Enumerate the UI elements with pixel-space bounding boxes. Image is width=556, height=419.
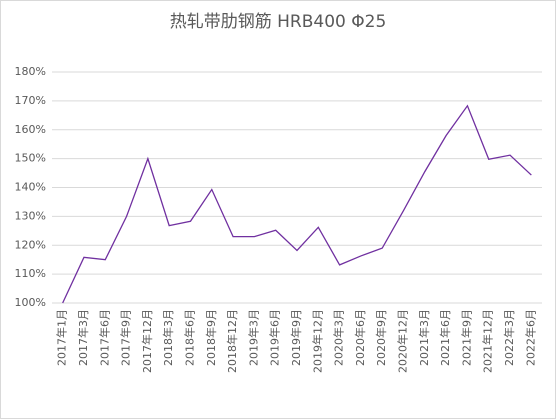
data-line bbox=[62, 104, 532, 304]
y-tick-label: 180% bbox=[15, 65, 46, 78]
x-tick-label: 2021年9月 bbox=[459, 309, 473, 366]
x-tick-label: 2017年1月 bbox=[55, 309, 69, 366]
y-tick-label: 120% bbox=[15, 238, 46, 251]
y-tick-label: 100% bbox=[15, 296, 46, 309]
x-tick-label: 2022年3月 bbox=[502, 309, 516, 366]
x-tick-label: 2020年12月 bbox=[396, 309, 410, 373]
x-tick-label: 2020年3月 bbox=[332, 309, 346, 366]
x-tick-label: 2019年3月 bbox=[246, 309, 260, 366]
x-tick-label: 2021年12月 bbox=[481, 309, 495, 373]
y-tick-label: 140% bbox=[15, 181, 46, 194]
x-tick-label: 2020年9月 bbox=[374, 309, 388, 366]
x-tick-label: 2017年6月 bbox=[97, 309, 111, 366]
x-tick-label: 2018年6月 bbox=[182, 309, 196, 366]
y-tick-label: 130% bbox=[15, 209, 46, 222]
x-tick-label: 2022年6月 bbox=[523, 309, 537, 366]
x-tick-label: 2017年9月 bbox=[119, 309, 133, 366]
x-tick-label: 2020年6月 bbox=[353, 309, 367, 366]
x-tick-label: 2021年3月 bbox=[417, 309, 431, 366]
x-tick-label: 2017年12月 bbox=[140, 309, 154, 373]
y-tick-label: 170% bbox=[15, 94, 46, 107]
chart-title: 热轧带肋钢筋 HRB400 Φ25 bbox=[170, 12, 387, 32]
x-tick-label: 2018年12月 bbox=[225, 309, 239, 373]
x-tick-label: 2018年9月 bbox=[204, 309, 218, 366]
x-tick-label: 2019年9月 bbox=[289, 309, 303, 366]
x-tick-label: 2017年3月 bbox=[76, 309, 90, 366]
x-tick-label: 2021年6月 bbox=[438, 309, 452, 366]
x-tick-label: 2019年12月 bbox=[310, 309, 324, 373]
y-tick-label: 150% bbox=[15, 152, 46, 165]
y-tick-label: 160% bbox=[15, 123, 46, 136]
x-tick-label: 2018年3月 bbox=[161, 309, 175, 366]
x-tick-label: 2019年6月 bbox=[268, 309, 282, 366]
y-tick-label: 110% bbox=[15, 267, 46, 280]
